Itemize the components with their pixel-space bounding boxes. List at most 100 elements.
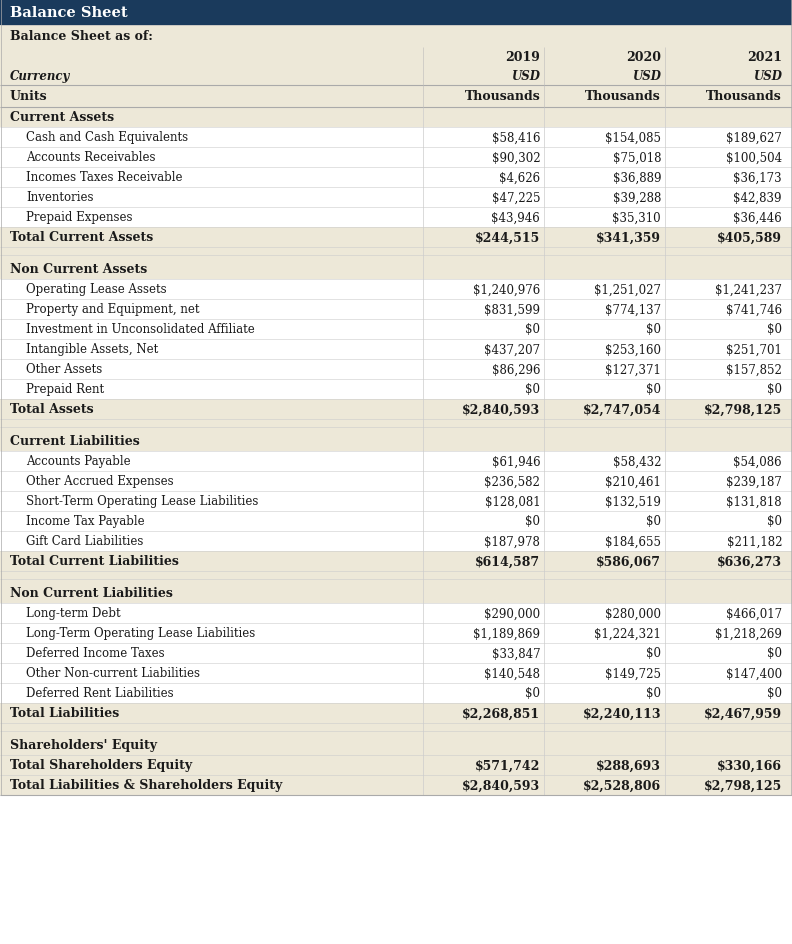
Bar	[0, 48, 792, 68]
Bar	[0, 279, 792, 299]
Text: $290,000: $290,000	[484, 607, 540, 620]
Bar	[0, 623, 792, 643]
Bar	[0, 512, 792, 531]
Text: $61,946: $61,946	[492, 455, 540, 468]
Text: Other Assets: Other Assets	[26, 363, 102, 376]
Bar	[0, 148, 792, 168]
Bar	[0, 664, 792, 683]
Text: $58,432: $58,432	[612, 455, 661, 468]
Text: $0: $0	[767, 647, 782, 660]
Bar	[0, 431, 792, 451]
Text: USD: USD	[753, 71, 782, 83]
Bar	[0, 603, 792, 623]
Text: $90,302: $90,302	[492, 151, 540, 164]
Bar	[0, 735, 792, 755]
Text: $1,241,237: $1,241,237	[715, 283, 782, 296]
Text: $0: $0	[525, 383, 540, 396]
Text: $0: $0	[525, 687, 540, 700]
Text: $280,000: $280,000	[605, 607, 661, 620]
Text: $2,798,125: $2,798,125	[704, 779, 782, 792]
Text: $1,218,269: $1,218,269	[715, 627, 782, 640]
Text: $140,548: $140,548	[484, 666, 540, 680]
Text: $741,746: $741,746	[726, 303, 782, 316]
Text: $251,701: $251,701	[726, 343, 782, 356]
Text: Non Current Liabilities: Non Current Liabilities	[10, 587, 173, 599]
Text: Prepaid Rent: Prepaid Rent	[26, 383, 104, 396]
Text: $47,225: $47,225	[492, 192, 540, 204]
Text: $211,182: $211,182	[726, 535, 782, 548]
Text: $253,160: $253,160	[605, 343, 661, 356]
Text: $42,839: $42,839	[733, 192, 782, 204]
Text: $2,268,851: $2,268,851	[462, 707, 540, 719]
Text: Balance Sheet as of:: Balance Sheet as of:	[10, 30, 153, 43]
Bar	[0, 127, 792, 148]
Text: $131,818: $131,818	[726, 495, 782, 508]
Text: Thousands: Thousands	[464, 91, 540, 104]
Bar	[0, 571, 792, 580]
Text: Inventories: Inventories	[26, 192, 93, 204]
Text: $831,599: $831,599	[484, 303, 540, 316]
Text: Other Non-current Liabilities: Other Non-current Liabilities	[26, 666, 200, 680]
Text: $0: $0	[646, 515, 661, 528]
Bar	[0, 683, 792, 703]
Text: $1,224,321: $1,224,321	[594, 627, 661, 640]
Text: $437,207: $437,207	[484, 343, 540, 356]
Text: $0: $0	[646, 687, 661, 700]
Text: $405,589: $405,589	[717, 231, 782, 244]
Text: $86,296: $86,296	[492, 363, 540, 376]
Text: $0: $0	[525, 515, 540, 528]
Bar	[0, 0, 792, 26]
Text: $39,288: $39,288	[613, 192, 661, 204]
Text: Total Assets: Total Assets	[10, 403, 93, 416]
Text: $147,400: $147,400	[726, 666, 782, 680]
Text: Short-Term Operating Lease Liabilities: Short-Term Operating Lease Liabilities	[26, 495, 258, 508]
Text: Thousands: Thousands	[585, 91, 661, 104]
Text: USD: USD	[632, 71, 661, 83]
Text: Operating Lease Assets: Operating Lease Assets	[26, 283, 166, 296]
Text: Long-term Debt: Long-term Debt	[26, 607, 120, 620]
Text: $2,467,959: $2,467,959	[704, 707, 782, 719]
Text: Non Current Assets: Non Current Assets	[10, 263, 147, 277]
Bar	[0, 451, 792, 471]
Text: Long-Term Operating Lease Liabilities: Long-Term Operating Lease Liabilities	[26, 627, 255, 640]
Bar	[0, 299, 792, 320]
Text: $0: $0	[767, 515, 782, 528]
Text: Total Liabilities: Total Liabilities	[10, 707, 120, 719]
Text: Gift Card Liabilities: Gift Card Liabilities	[26, 535, 143, 548]
Text: $43,946: $43,946	[492, 211, 540, 225]
Text: Other Accrued Expenses: Other Accrued Expenses	[26, 475, 173, 488]
Bar	[0, 643, 792, 664]
Bar	[0, 68, 792, 86]
Bar	[0, 775, 792, 795]
Bar	[0, 379, 792, 399]
Bar	[0, 86, 792, 108]
Text: $58,416: $58,416	[492, 131, 540, 144]
Text: Income Tax Payable: Income Tax Payable	[26, 515, 145, 528]
Bar	[0, 755, 792, 775]
Text: Balance Sheet: Balance Sheet	[10, 6, 128, 20]
Text: $0: $0	[525, 323, 540, 336]
Bar	[0, 108, 792, 127]
Bar	[0, 26, 792, 48]
Text: $132,519: $132,519	[605, 495, 661, 508]
Text: $2,840,593: $2,840,593	[462, 779, 540, 792]
Text: Property and Equipment, net: Property and Equipment, net	[26, 303, 200, 316]
Text: $36,446: $36,446	[733, 211, 782, 225]
Text: $100,504: $100,504	[726, 151, 782, 164]
Text: $36,173: $36,173	[733, 171, 782, 184]
Text: Prepaid Expenses: Prepaid Expenses	[26, 211, 132, 225]
Text: $0: $0	[646, 383, 661, 396]
Text: $236,582: $236,582	[485, 475, 540, 488]
Text: $33,847: $33,847	[492, 647, 540, 660]
Text: $154,085: $154,085	[605, 131, 661, 144]
Bar	[0, 531, 792, 551]
Text: $36,889: $36,889	[612, 171, 661, 184]
Text: Total Shareholders Equity: Total Shareholders Equity	[10, 759, 192, 771]
Text: $614,587: $614,587	[475, 555, 540, 568]
Bar	[0, 492, 792, 512]
Bar	[0, 551, 792, 571]
Text: Current Liabilities: Current Liabilities	[10, 435, 139, 448]
Text: $54,086: $54,086	[733, 455, 782, 468]
Text: Intangible Assets, Net: Intangible Assets, Net	[26, 343, 158, 356]
Text: Cash and Cash Equivalents: Cash and Cash Equivalents	[26, 131, 188, 144]
